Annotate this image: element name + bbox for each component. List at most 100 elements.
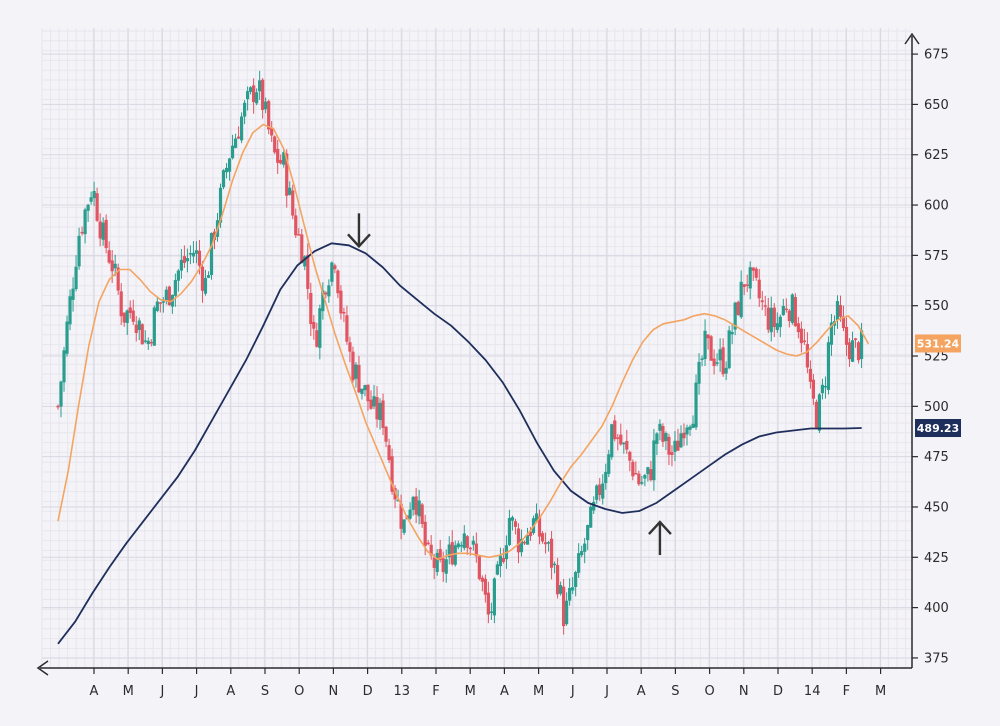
candle-down	[399, 503, 403, 529]
candle-down	[802, 340, 806, 343]
x-tick-label: S	[261, 684, 269, 699]
candle-down	[501, 557, 506, 562]
candle-down	[294, 215, 298, 236]
x-tick-label: J	[570, 684, 575, 699]
candle-up	[83, 209, 87, 235]
y-tick-label: 625	[924, 148, 949, 163]
x-tick-label: M	[123, 684, 134, 699]
candle-up	[835, 301, 840, 321]
candle-down	[793, 297, 797, 327]
candle-up	[435, 552, 439, 572]
y-tick-label: 550	[924, 299, 949, 314]
candle-up	[673, 440, 677, 452]
candle-down	[682, 432, 686, 439]
candle-up	[580, 551, 584, 556]
x-tick-label: D	[363, 684, 373, 699]
candle-up	[179, 259, 183, 271]
candle-up	[859, 330, 864, 359]
candle-down	[483, 578, 487, 595]
candle-down	[760, 300, 764, 303]
candle-up	[658, 423, 662, 431]
candle-down	[182, 256, 187, 263]
candle-down	[393, 488, 397, 500]
candle-down	[757, 279, 761, 299]
candle-up	[592, 501, 596, 511]
candle-up	[77, 235, 81, 267]
candle-up	[402, 519, 406, 533]
candle-down	[236, 136, 241, 139]
candle-down	[543, 542, 548, 545]
x-tick-label: 14	[804, 684, 821, 699]
candle-down	[345, 315, 349, 342]
candle-up	[691, 423, 695, 428]
candle-down	[312, 322, 316, 329]
candle-up	[655, 433, 659, 444]
candle-up	[396, 499, 400, 502]
x-tick-label: N	[329, 684, 339, 699]
candle-down	[252, 85, 256, 103]
candle-down	[267, 101, 271, 130]
x-tick-label: J	[159, 684, 164, 699]
candle-down	[423, 521, 427, 546]
candle-down	[167, 286, 171, 306]
candle-up	[411, 496, 415, 510]
candle-up	[823, 385, 828, 388]
candle-down	[465, 536, 469, 548]
candle-up	[408, 509, 412, 519]
candle-down	[628, 451, 632, 461]
candle-down	[306, 254, 310, 289]
candle-down	[751, 267, 755, 271]
candle-up	[715, 362, 719, 364]
candle-down	[95, 193, 99, 221]
candle-down	[414, 496, 418, 515]
y-tick-label: 425	[924, 551, 949, 566]
candle-up	[817, 394, 822, 431]
candle-up	[471, 540, 475, 545]
candle-up	[330, 262, 334, 282]
candle-down	[613, 420, 617, 440]
x-tick-label: O	[704, 684, 714, 699]
candle-up	[89, 197, 93, 202]
candle-up	[65, 321, 69, 354]
candle-up	[781, 305, 785, 316]
candle-up	[74, 266, 78, 290]
candle-down	[841, 316, 846, 329]
candle-down	[390, 456, 394, 492]
down-arrow-head-icon	[347, 233, 371, 249]
candle-up	[727, 330, 731, 369]
candle-up	[444, 559, 448, 574]
candle-down	[297, 234, 301, 236]
candle-up	[652, 440, 656, 481]
candle-up	[498, 555, 503, 567]
x-tick-label: A	[90, 684, 99, 699]
y-tick-label: 475	[924, 450, 949, 465]
candle-down	[811, 379, 816, 399]
candle-up	[559, 585, 563, 594]
candle-up	[227, 158, 232, 172]
candle-up	[453, 545, 457, 565]
candle-down	[324, 292, 328, 295]
candle-down	[709, 336, 713, 361]
candle-up	[164, 289, 168, 301]
candle-down	[104, 219, 108, 249]
value-badge-label: 489.23	[917, 422, 959, 435]
candle-up	[586, 525, 590, 541]
short-moving-average-line	[57, 123, 870, 561]
candle-down	[562, 586, 566, 627]
candle-down	[300, 234, 304, 264]
x-tick-label: M	[875, 684, 886, 699]
candle-down	[450, 542, 454, 565]
candle-down	[616, 437, 620, 439]
candle-up	[447, 544, 451, 558]
candle-down	[426, 542, 430, 545]
candle-up	[321, 290, 325, 312]
candle-up	[688, 426, 692, 430]
candle-up	[769, 307, 773, 333]
candle-down	[631, 461, 635, 477]
candle-up	[640, 482, 644, 484]
candle-down	[670, 452, 674, 455]
candle-down	[477, 556, 481, 579]
candle-down	[387, 445, 391, 461]
candle-down	[342, 311, 346, 314]
